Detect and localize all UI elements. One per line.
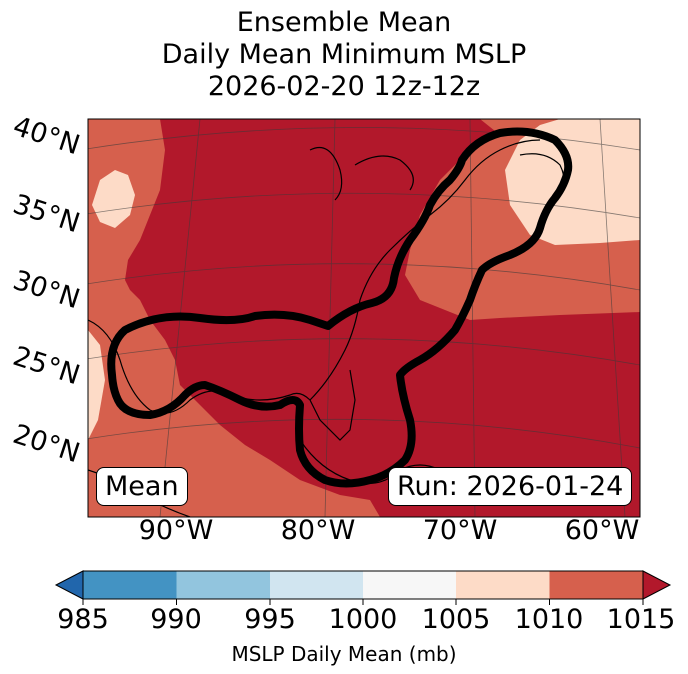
lon-label-70w: 70°W: [422, 515, 498, 546]
colorbar-label: MSLP Daily Mean (mb): [231, 642, 457, 666]
colorbar-bin-990-995: [176, 571, 270, 599]
title-line-3: 2026-02-20 12z-12z: [207, 71, 481, 102]
colorbar-tick-1000: 1000: [328, 604, 398, 635]
colorbar-bin-1000-1005: [363, 571, 456, 599]
colorbar-bin-985-990: [83, 571, 177, 599]
high-region-southwest: [88, 330, 105, 440]
colorbar-bin-995-1000: [270, 571, 363, 599]
pressure-contour: [107, 127, 573, 488]
colorbar-extend-low: [54, 570, 84, 600]
lon-label-80w: 80°W: [280, 515, 356, 546]
mean-label-box: Mean: [96, 467, 188, 506]
colorbar: [54, 570, 672, 605]
run-date-box: Run: 2026-01-24: [388, 467, 633, 506]
title-line-1: Ensemble Mean: [236, 7, 452, 38]
colorbar-tick-1005: 1005: [421, 604, 491, 635]
map-frame: [87, 118, 641, 518]
high-region-northeast: [505, 119, 640, 245]
lon-label-60w: 60°W: [564, 515, 640, 546]
colorbar-bin-1010-1015: [549, 571, 643, 599]
core-region: [125, 119, 640, 517]
colorbar-extend-high: [642, 570, 672, 600]
colorbar-tick-1015: 1015: [606, 604, 676, 635]
colorbar-bin-1005-1010: [456, 571, 550, 599]
colorbar-tick-995: 995: [244, 604, 296, 635]
colorbar-tick-985: 985: [57, 604, 109, 635]
high-region-west: [92, 170, 135, 228]
lon-label-90w: 90°W: [138, 515, 214, 546]
colorbar-tick-990: 990: [150, 604, 202, 635]
title-line-2: Daily Mean Minimum MSLP: [161, 39, 527, 70]
colorbar-tick-1010: 1010: [514, 604, 584, 635]
